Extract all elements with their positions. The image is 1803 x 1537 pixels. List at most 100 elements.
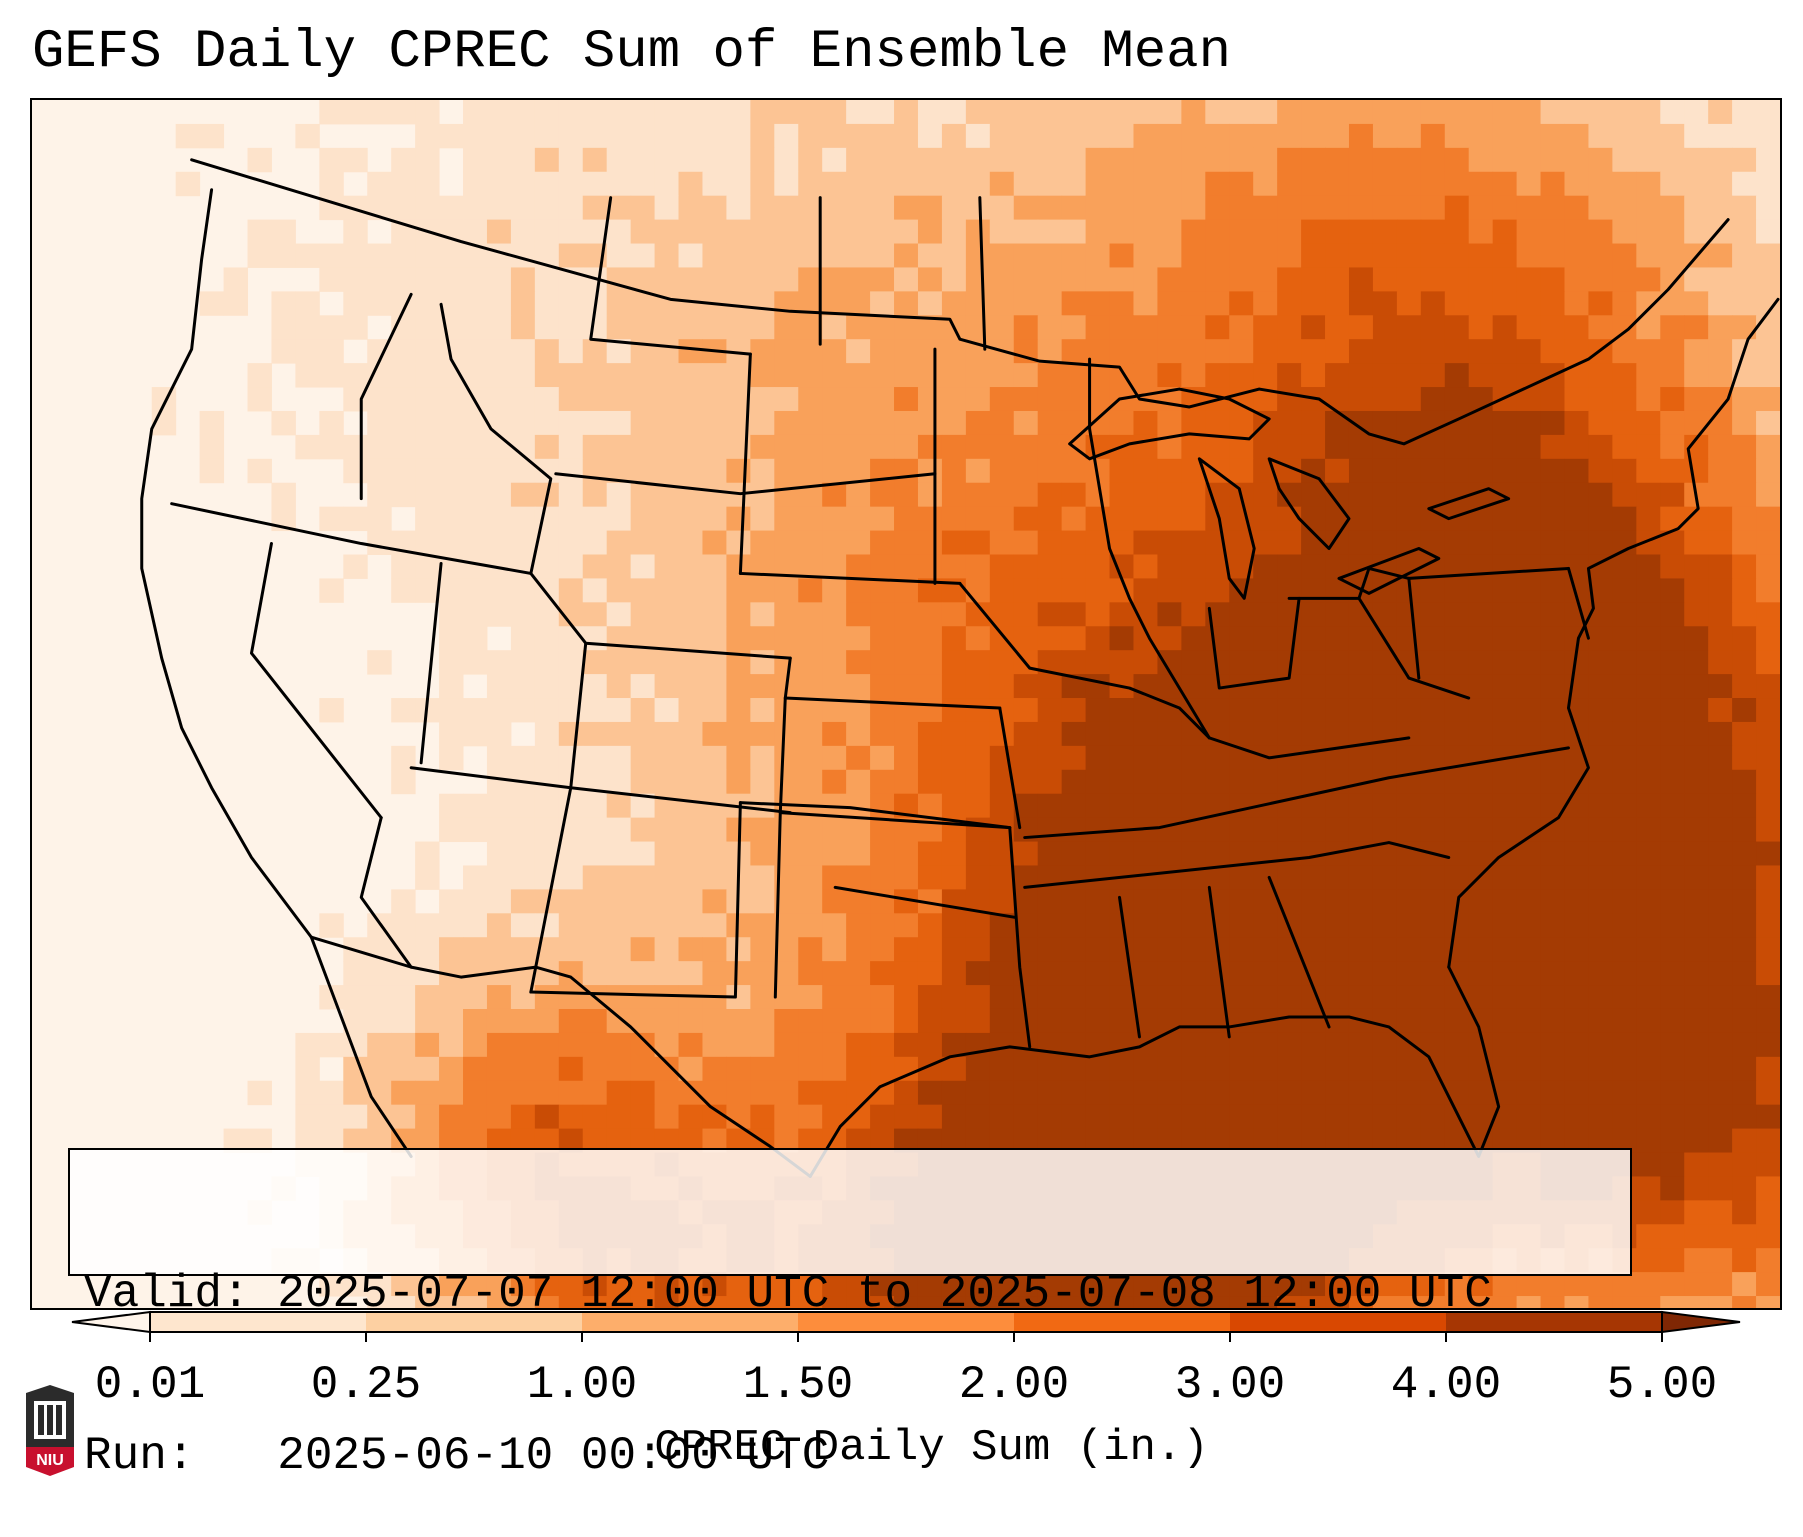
precip-cell — [1013, 841, 1039, 866]
precip-cell — [1061, 985, 1087, 1010]
precip-cell — [1325, 602, 1350, 627]
precip-cell — [1732, 410, 1757, 436]
precip-cell — [391, 769, 416, 795]
precip-cell — [1684, 578, 1709, 603]
precip-cell — [846, 1008, 871, 1034]
precip-cell — [1492, 315, 1518, 340]
precip-cell — [1444, 985, 1470, 1010]
precip-cell — [1564, 171, 1589, 197]
precip-cell — [606, 171, 632, 197]
precip-cell — [1181, 769, 1206, 795]
precip-cell — [1612, 1272, 1637, 1297]
precip-cell — [367, 482, 392, 508]
precip-cell — [1756, 291, 1780, 316]
precip-cell — [1708, 985, 1733, 1010]
precip-cell — [486, 602, 512, 627]
precip-cell — [415, 387, 440, 412]
precip-cell — [534, 1296, 560, 1308]
precip-cell — [702, 554, 727, 579]
precip-cell — [1444, 339, 1470, 364]
precip-cell — [630, 410, 656, 436]
precip-cell — [343, 961, 368, 986]
precip-cell — [1444, 100, 1470, 125]
precip-cell — [463, 985, 488, 1010]
precip-cell — [870, 410, 895, 436]
precip-cell — [1732, 123, 1757, 149]
precip-cell — [1325, 267, 1350, 292]
precip-cell — [989, 363, 1015, 388]
precip-cell — [1325, 410, 1350, 436]
precip-cell — [678, 458, 703, 484]
precip-cell — [1013, 410, 1039, 436]
precip-cell — [870, 865, 895, 890]
precip-cell — [1061, 243, 1087, 268]
precip-cell — [558, 554, 584, 579]
precip-cell — [1157, 602, 1182, 627]
precip-cell — [941, 889, 967, 914]
precip-cell — [1013, 721, 1039, 747]
precip-cell — [391, 578, 416, 603]
precip-cell — [1708, 171, 1733, 197]
precip-cell — [1396, 1272, 1422, 1297]
precip-cell — [1684, 650, 1709, 675]
precip-cell — [726, 506, 751, 532]
precip-cell — [1732, 793, 1757, 819]
precip-cell — [1396, 123, 1422, 149]
precip-cell — [1540, 1032, 1565, 1058]
precip-cell — [870, 769, 895, 795]
precip-cell — [391, 387, 416, 412]
precip-cell — [941, 841, 967, 866]
colorbar-extend-low — [71, 1310, 151, 1334]
precip-cell — [894, 698, 919, 723]
precip-cell — [582, 410, 608, 436]
precip-cell — [510, 123, 536, 149]
precip-cell — [917, 698, 943, 723]
precip-cell — [726, 721, 751, 747]
precip-cell — [989, 650, 1015, 675]
precip-cell — [989, 291, 1015, 316]
precip-cell — [606, 602, 632, 627]
precip-cell — [702, 1032, 727, 1058]
precip-cell — [917, 171, 943, 197]
precip-cell — [894, 769, 919, 795]
precip-cell — [630, 100, 656, 125]
colorbar-label: CPREC Daily Sum (in.) — [654, 1423, 1209, 1473]
precip-cell — [1660, 315, 1685, 340]
precip-cell — [1037, 1080, 1063, 1106]
precip-cell — [439, 1272, 464, 1297]
precip-cell — [654, 387, 680, 412]
precip-cell — [1301, 793, 1326, 819]
precip-cell — [343, 363, 368, 388]
precip-cell — [1684, 458, 1709, 484]
precip-cell — [1540, 482, 1565, 508]
precip-cell — [870, 387, 895, 412]
state-line — [1088, 357, 1211, 740]
precip-cell — [630, 1272, 656, 1297]
precip-cell — [774, 267, 799, 292]
precip-cell — [917, 100, 943, 125]
precip-cell — [1444, 1080, 1470, 1106]
precip-cell — [1181, 1008, 1206, 1034]
precip-cell — [702, 721, 727, 747]
precip-cell — [1157, 626, 1182, 651]
precip-cell — [1660, 1104, 1685, 1130]
precip-cell — [1277, 745, 1302, 771]
precip-cell — [1420, 195, 1446, 221]
precip-cell — [1325, 147, 1350, 173]
precip-cell — [894, 387, 919, 412]
precip-cell — [894, 147, 919, 173]
precip-cell — [1205, 410, 1230, 436]
precip-cell — [415, 434, 440, 460]
precip-cell — [1588, 482, 1613, 508]
precip-cell — [1588, 100, 1613, 125]
precip-cell — [798, 626, 823, 651]
precip-cell — [415, 530, 440, 555]
precip-cell — [1684, 865, 1709, 890]
precip-cell — [1325, 793, 1350, 819]
precip-cell — [1109, 243, 1134, 268]
precip-cell — [870, 793, 895, 819]
precip-cell — [1325, 363, 1350, 388]
precip-cell — [1420, 458, 1446, 484]
precip-cell — [1181, 195, 1206, 221]
precip-cell — [1636, 482, 1661, 508]
